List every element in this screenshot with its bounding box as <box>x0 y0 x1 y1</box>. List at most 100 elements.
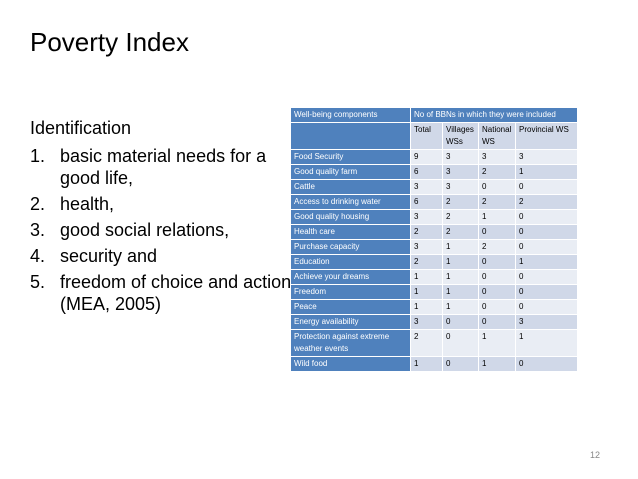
table-row: Protection against extreme weather event… <box>290 329 578 357</box>
cell-total: 1 <box>410 269 443 285</box>
row-label: Protection against extreme weather event… <box>290 329 411 357</box>
table-row: Purchase capacity 3 1 2 0 <box>290 239 578 255</box>
list-item: 3. good social relations, <box>30 219 300 241</box>
row-label: Energy availability <box>290 314 411 330</box>
row-label: Good quality farm <box>290 164 411 180</box>
cell-total: 2 <box>410 329 443 357</box>
cell-provincial: 1 <box>515 329 578 357</box>
row-label: Achieve your dreams <box>290 269 411 285</box>
row-label: Wild food <box>290 356 411 372</box>
cell-total: 3 <box>410 239 443 255</box>
table-row: Access to drinking water 6 2 2 2 <box>290 194 578 210</box>
cell-national: 3 <box>478 149 516 165</box>
cell-villages: 0 <box>442 329 479 357</box>
table-row: Wild food 1 0 1 0 <box>290 356 578 372</box>
cell-provincial: 1 <box>515 164 578 180</box>
cell-total: 1 <box>410 299 443 315</box>
cell-national: 2 <box>478 194 516 210</box>
row-label: Food Security <box>290 149 411 165</box>
cell-national: 0 <box>478 314 516 330</box>
cell-national: 2 <box>478 239 516 255</box>
cell-total: 9 <box>410 149 443 165</box>
subheader-villages: Villages WSs <box>442 122 479 150</box>
table-row: Freedom 1 1 0 0 <box>290 284 578 300</box>
cell-provincial: 3 <box>515 149 578 165</box>
cell-villages: 1 <box>442 269 479 285</box>
table-row: Cattle 3 3 0 0 <box>290 179 578 195</box>
cell-provincial: 2 <box>515 194 578 210</box>
table-row: Energy availability 3 0 0 3 <box>290 314 578 330</box>
cell-total: 3 <box>410 179 443 195</box>
cell-national: 2 <box>478 164 516 180</box>
cell-villages: 2 <box>442 194 479 210</box>
wellbeing-table: Well-being components No of BBNs in whic… <box>290 107 578 372</box>
table-row: Peace 1 1 0 0 <box>290 299 578 315</box>
table-row: Food Security 9 3 3 3 <box>290 149 578 165</box>
cell-provincial: 0 <box>515 284 578 300</box>
table-row: Education 2 1 0 1 <box>290 254 578 270</box>
row-label: Freedom <box>290 284 411 300</box>
cell-national: 1 <box>478 209 516 225</box>
cell-national: 0 <box>478 224 516 240</box>
table-row: Health care 2 2 0 0 <box>290 224 578 240</box>
cell-provincial: 0 <box>515 179 578 195</box>
table-row: Good quality farm 6 3 2 1 <box>290 164 578 180</box>
cell-villages: 1 <box>442 239 479 255</box>
list-item: 4. security and <box>30 245 300 267</box>
list-text: health, <box>60 194 115 214</box>
cell-provincial: 1 <box>515 254 578 270</box>
cell-national: 0 <box>478 254 516 270</box>
row-label: Health care <box>290 224 411 240</box>
subheader-provincial: Provincial WS <box>515 122 578 150</box>
cell-national: 0 <box>478 284 516 300</box>
cell-villages: 3 <box>442 179 479 195</box>
table-header-blank <box>290 122 411 150</box>
cell-villages: 2 <box>442 209 479 225</box>
row-label: Purchase capacity <box>290 239 411 255</box>
list-item: 2. health, <box>30 193 300 215</box>
list-number: 3. <box>30 220 46 240</box>
list-text: security and <box>60 246 158 266</box>
list-number: 1. <box>30 146 46 166</box>
slide-title: Poverty Index <box>30 27 189 57</box>
criteria-list: 1. basic material needs for a good life, … <box>30 145 300 319</box>
cell-total: 3 <box>410 314 443 330</box>
row-label: Cattle <box>290 179 411 195</box>
subheader-national: National WS <box>478 122 516 150</box>
list-item: 5. freedom of choice and action (MEA, 200… <box>30 271 300 315</box>
cell-national: 1 <box>478 356 516 372</box>
cell-provincial: 0 <box>515 356 578 372</box>
intro-heading: Identification <box>30 118 132 138</box>
cell-villages: 3 <box>442 164 479 180</box>
cell-total: 1 <box>410 356 443 372</box>
cell-villages: 1 <box>442 254 479 270</box>
table-header-count: No of BBNs in which they were included <box>410 107 578 123</box>
list-text: good social relations, <box>60 220 230 240</box>
cell-villages: 1 <box>442 284 479 300</box>
list-item: 1. basic material needs for a good life, <box>30 145 300 189</box>
cell-total: 6 <box>410 164 443 180</box>
cell-national: 0 <box>478 179 516 195</box>
cell-national: 1 <box>478 329 516 357</box>
cell-national: 0 <box>478 299 516 315</box>
list-number: 2. <box>30 194 46 214</box>
subheader-total: Total <box>410 122 443 150</box>
cell-villages: 3 <box>442 149 479 165</box>
cell-total: 3 <box>410 209 443 225</box>
cell-national: 0 <box>478 269 516 285</box>
cell-villages: 0 <box>442 314 479 330</box>
cell-villages: 1 <box>442 299 479 315</box>
list-text: freedom of choice and action (MEA, 2005) <box>60 272 292 314</box>
cell-provincial: 0 <box>515 299 578 315</box>
row-label: Education <box>290 254 411 270</box>
cell-villages: 0 <box>442 356 479 372</box>
cell-provincial: 0 <box>515 269 578 285</box>
cell-total: 1 <box>410 284 443 300</box>
cell-provincial: 0 <box>515 209 578 225</box>
cell-provincial: 3 <box>515 314 578 330</box>
cell-provincial: 0 <box>515 224 578 240</box>
cell-villages: 2 <box>442 224 479 240</box>
table-header-components: Well-being components <box>290 107 411 123</box>
list-number: 5. <box>30 272 46 292</box>
row-label: Good quality housing <box>290 209 411 225</box>
